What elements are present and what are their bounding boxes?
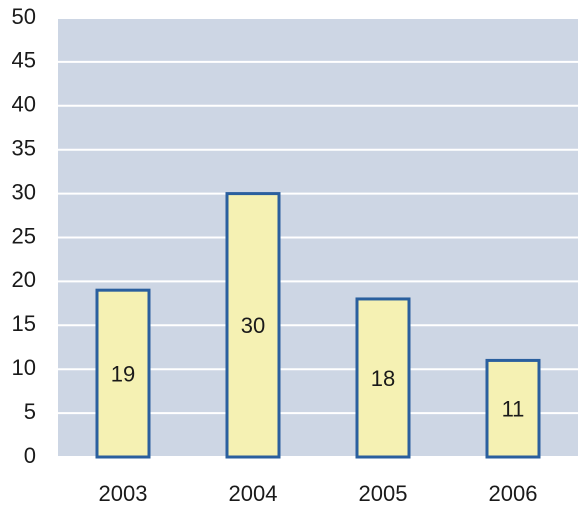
x-tick-label: 2003 [99,481,148,506]
y-tick-label: 25 [12,223,36,248]
x-tick-label: 2006 [489,481,538,506]
x-tick-label: 2005 [359,481,408,506]
data-label: 18 [371,366,395,391]
x-tick-label: 2004 [229,481,278,506]
y-tick-label: 45 [12,48,36,73]
data-label: 11 [502,397,525,422]
bar [225,192,281,459]
y-tick-label: 10 [12,355,36,380]
y-tick-label: 35 [12,136,36,161]
y-tick-label: 15 [12,311,36,336]
y-tick-label: 40 [12,92,36,117]
y-tick-label: 0 [24,443,36,468]
bar [485,358,541,459]
y-tick-label: 20 [12,267,36,292]
y-tick-label: 5 [24,399,36,424]
y-tick-label: 50 [12,4,36,29]
y-tick-label: 30 [12,179,36,204]
bar [95,288,151,459]
data-label: 30 [241,313,265,338]
bar [355,297,411,459]
data-label: 19 [111,361,135,386]
